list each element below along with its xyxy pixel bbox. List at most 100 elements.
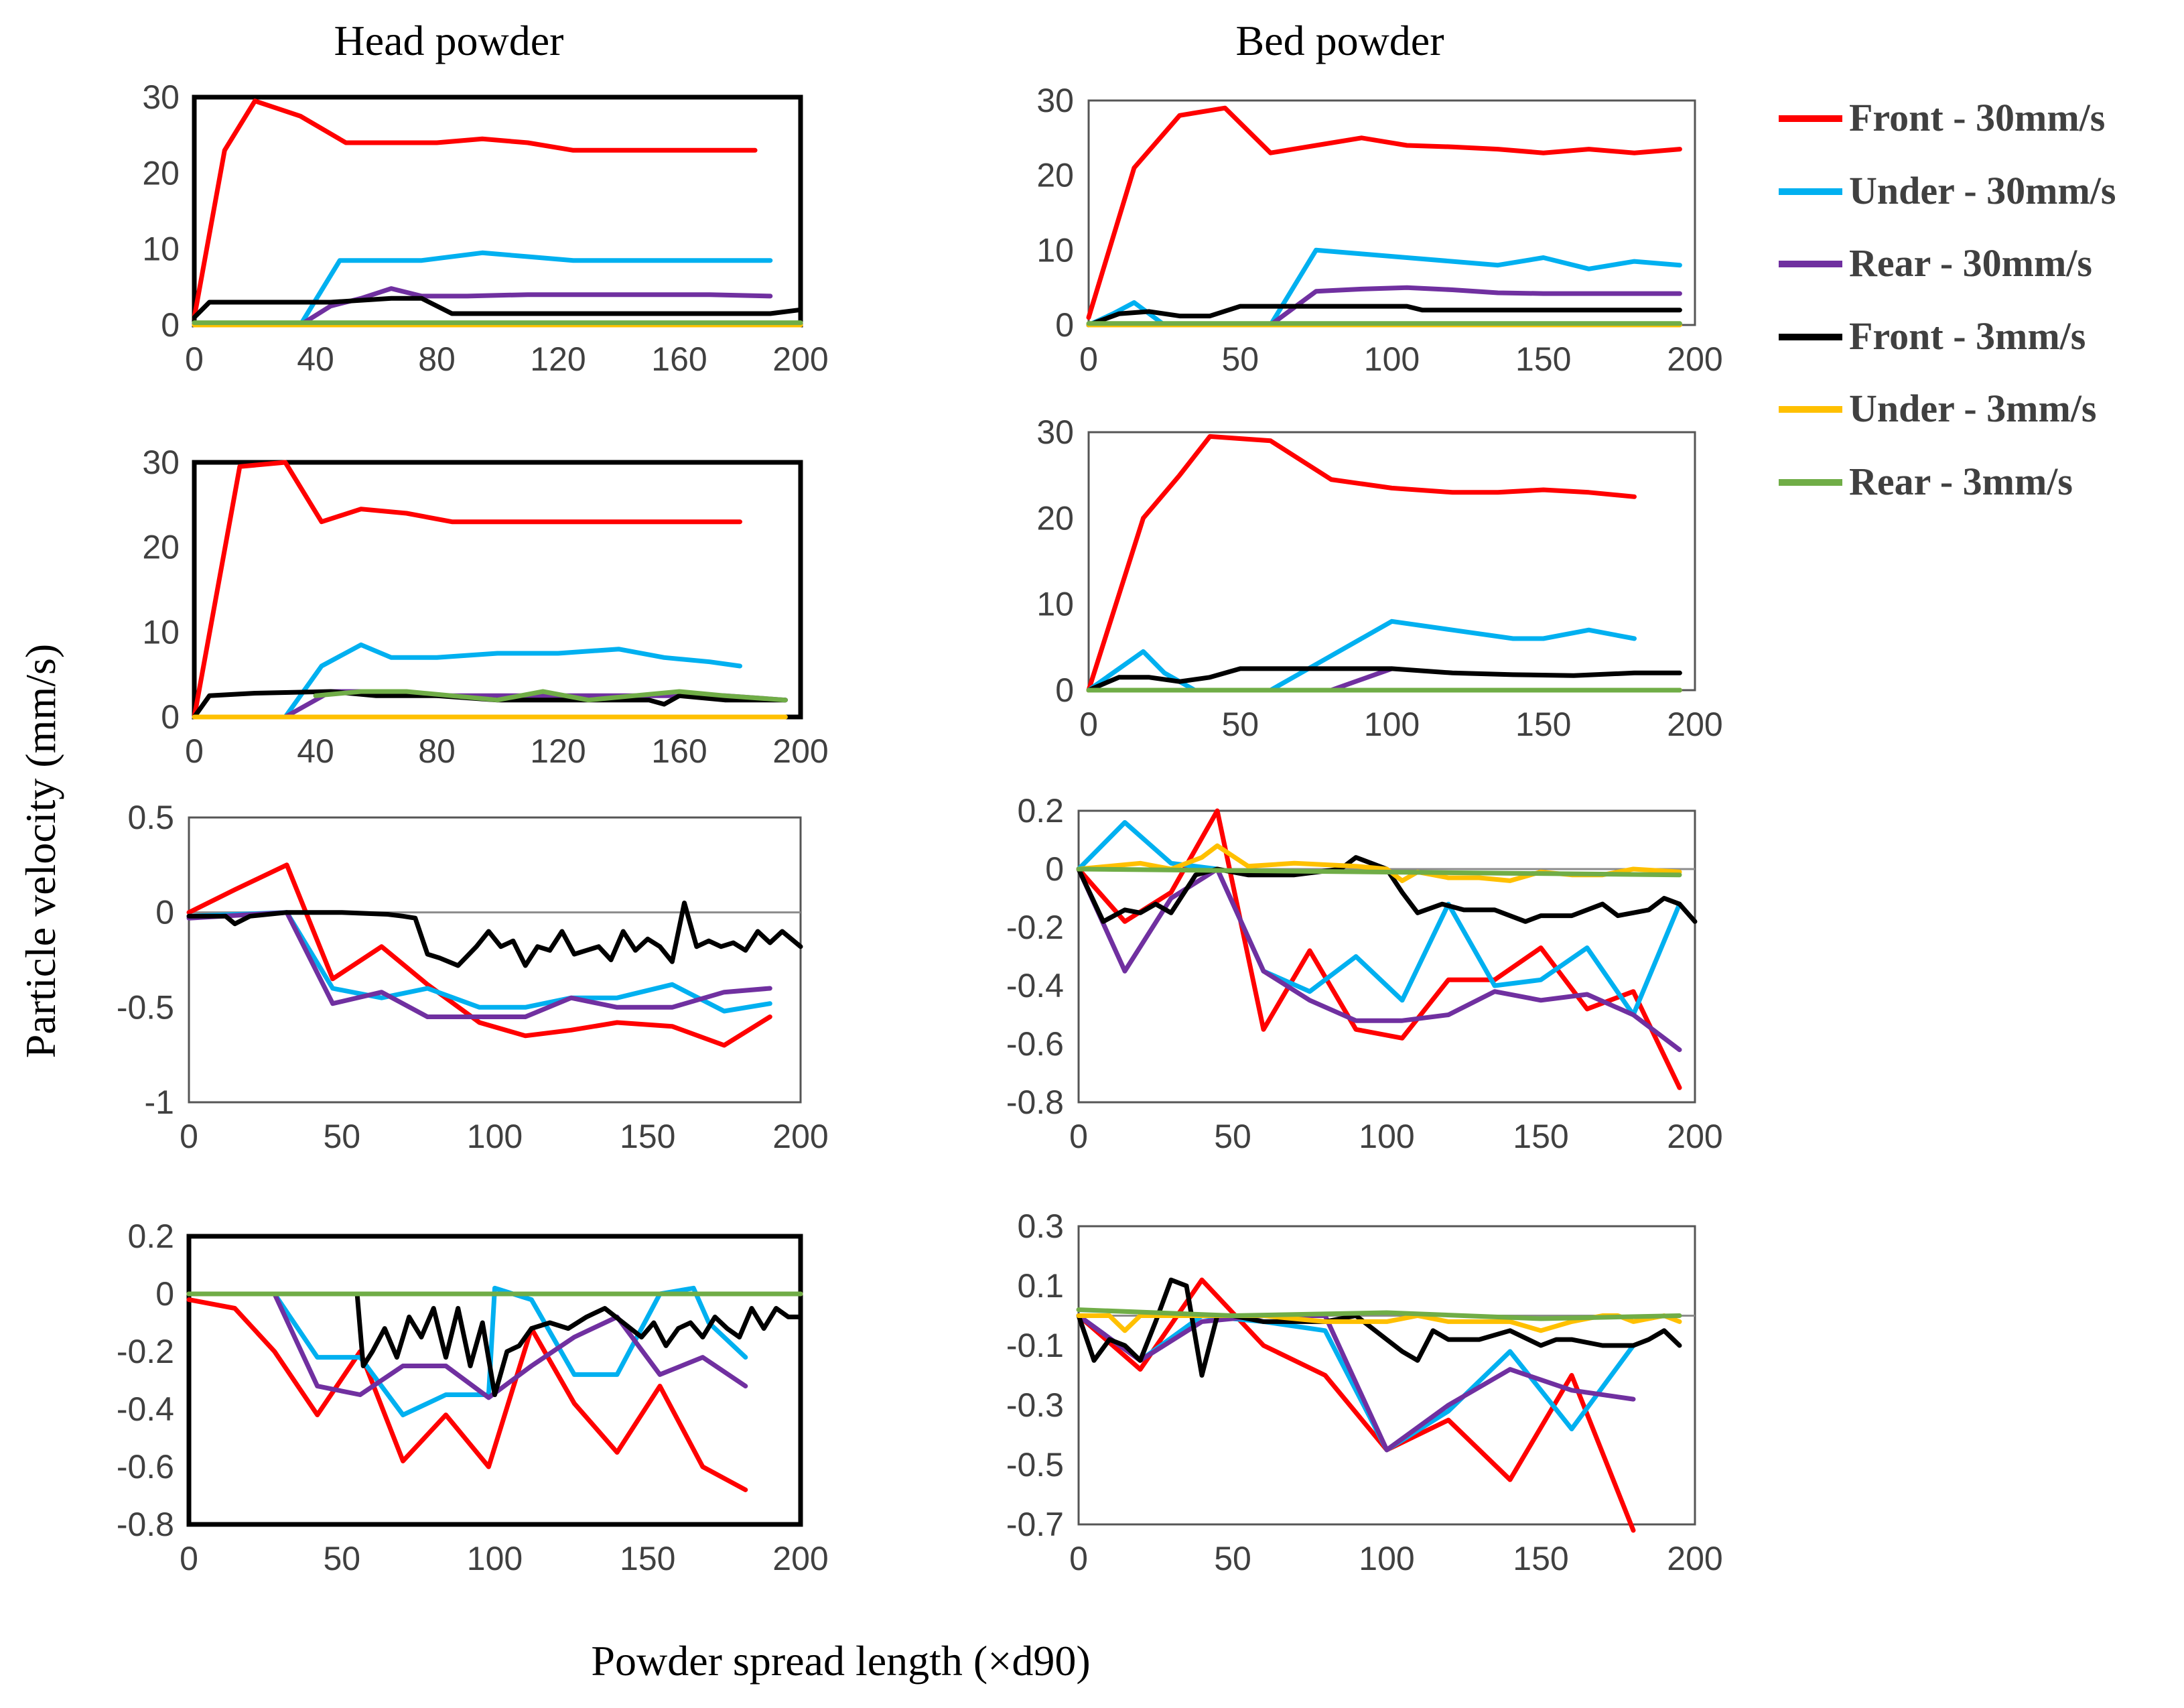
y-tick-label: -0.4 xyxy=(1006,967,1064,1004)
legend-item: Rear - 30mm/s xyxy=(1779,241,2092,285)
legend: Front - 30mm/s Under - 30mm/s Rear - 30m… xyxy=(1779,96,2116,503)
head-powder-title: Head powder xyxy=(334,17,564,64)
series-line xyxy=(186,901,803,968)
x-tick-label: 80 xyxy=(418,732,456,770)
y-tick-label: 0 xyxy=(1055,671,1074,709)
y-tick-label: 20 xyxy=(1036,499,1074,537)
x-tick-label: 40 xyxy=(297,732,334,770)
x-tick-label: 200 xyxy=(1667,1540,1722,1577)
y-tick-label: -0.3 xyxy=(1006,1386,1064,1424)
legend-label: Rear - 30mm/s xyxy=(1849,241,2092,285)
x-tick-label: 200 xyxy=(772,732,828,770)
plot-frame xyxy=(1077,809,1696,1104)
legend-label: Rear - 3mm/s xyxy=(1849,460,2073,503)
x-tick-label: 160 xyxy=(651,732,707,770)
y-tick-label: 10 xyxy=(142,231,180,268)
panel-bed-row3: 0 50 100 150 200 -0.8 -0.6 -0.4 -0.2 0 0.2 xyxy=(1006,792,1723,1155)
x-tick-label: 0 xyxy=(1079,706,1098,743)
x-tick-label: 150 xyxy=(1513,1540,1568,1577)
plot-frame xyxy=(1077,1225,1696,1526)
series-line xyxy=(1076,1313,1636,1453)
series-line xyxy=(1076,1313,1636,1453)
x-tick-label: 160 xyxy=(651,340,707,378)
y-tick-label: 0.2 xyxy=(1017,792,1064,830)
series-line xyxy=(192,642,742,720)
x-tick-label: 50 xyxy=(323,1540,360,1577)
panel-bed-row4: 0 50 100 150 200 -0.7 -0.5 -0.3 -0.1 0.1 0.3 xyxy=(1006,1207,1723,1577)
y-tick-label: 30 xyxy=(142,78,180,116)
series-line xyxy=(192,689,788,720)
plot-frame xyxy=(192,94,803,328)
legend-label: Front - 30mm/s xyxy=(1849,96,2105,139)
y-tick-label: -0.5 xyxy=(117,988,174,1026)
series-line xyxy=(1076,1277,1682,1378)
x-tick-label: 100 xyxy=(1359,1118,1414,1155)
x-tick-label: 0 xyxy=(185,340,204,378)
series-line xyxy=(1076,866,1682,1053)
panel-head-row4: 0 50 100 150 200 -0.8 -0.6 -0.4 -0.2 0 0.2 xyxy=(117,1218,829,1577)
x-tick-label: 0 xyxy=(1069,1540,1088,1577)
series-line xyxy=(1076,855,1698,924)
x-tick-label: 200 xyxy=(772,340,828,378)
legend-item: Under - 3mm/s xyxy=(1779,387,2096,430)
y-tick-label: 20 xyxy=(142,529,180,566)
y-tick-label: 0 xyxy=(161,698,180,736)
x-axis-title: Powder spread length (×d90) xyxy=(591,1637,1090,1685)
y-tick-label: -0.6 xyxy=(117,1448,174,1486)
x-tick-label: 0 xyxy=(185,732,204,770)
x-tick-label: 120 xyxy=(530,340,586,378)
series-line xyxy=(186,910,772,1014)
series-line xyxy=(1086,247,1682,328)
x-tick-label: 200 xyxy=(1667,706,1722,743)
series-line xyxy=(1086,304,1682,328)
panel-head-row2: 0 40 80 120 160 200 0 10 20 30 xyxy=(142,444,828,770)
series-line xyxy=(1076,808,1682,1090)
legend-item: Front - 30mm/s xyxy=(1779,96,2105,139)
x-tick-label: 150 xyxy=(1515,340,1571,378)
y-tick-label: -0.1 xyxy=(1006,1327,1064,1364)
series-line xyxy=(186,1291,748,1400)
x-tick-label: 50 xyxy=(1221,340,1259,378)
series-line xyxy=(186,1285,748,1418)
x-tick-label: 100 xyxy=(467,1540,523,1577)
plot-frame xyxy=(188,816,802,1104)
x-tick-label: 50 xyxy=(1214,1118,1251,1155)
y-tick-label: -0.6 xyxy=(1006,1025,1064,1063)
series-line xyxy=(186,1297,748,1492)
y-tick-label: 0 xyxy=(1045,850,1064,888)
x-tick-label: 100 xyxy=(1364,706,1420,743)
legend-item: Under - 30mm/s xyxy=(1779,169,2116,212)
y-tick-label: -1 xyxy=(145,1083,174,1121)
series-line xyxy=(1086,434,1637,693)
x-tick-label: 40 xyxy=(297,340,334,378)
y-tick-label: 0.1 xyxy=(1017,1267,1064,1305)
series-line xyxy=(186,862,772,1048)
series-line xyxy=(1076,866,1682,878)
series-line xyxy=(192,460,742,720)
legend-item: Front - 3mm/s xyxy=(1779,314,2086,358)
x-tick-label: 200 xyxy=(772,1118,828,1155)
series-line xyxy=(1076,1307,1682,1321)
series-line xyxy=(1086,285,1682,328)
x-tick-label: 100 xyxy=(1359,1540,1414,1577)
x-tick-label: 0 xyxy=(180,1118,198,1155)
x-tick-label: 200 xyxy=(1667,340,1722,378)
y-tick-label: -0.4 xyxy=(117,1390,174,1428)
bed-powder-title: Bed powder xyxy=(1235,17,1444,64)
x-tick-label: 0 xyxy=(1069,1118,1088,1155)
y-tick-label: -0.8 xyxy=(1006,1083,1064,1121)
y-tick-label: 20 xyxy=(1036,157,1074,194)
x-tick-label: 50 xyxy=(1214,1540,1251,1577)
x-tick-label: 50 xyxy=(1221,706,1259,743)
y-tick-label: 0 xyxy=(161,306,180,344)
x-tick-label: 200 xyxy=(1667,1118,1722,1155)
y-tick-label: 0 xyxy=(155,894,174,931)
panel-bed-row1: 0 50 100 150 200 0 10 20 30 xyxy=(1036,82,1722,378)
y-tick-label: 20 xyxy=(142,154,180,192)
x-tick-label: 100 xyxy=(1364,340,1420,378)
series-line xyxy=(313,689,788,703)
x-tick-label: 80 xyxy=(418,340,456,378)
y-tick-label: 0 xyxy=(1055,306,1074,344)
series-line xyxy=(186,1291,803,1397)
x-tick-label: 200 xyxy=(772,1540,828,1577)
